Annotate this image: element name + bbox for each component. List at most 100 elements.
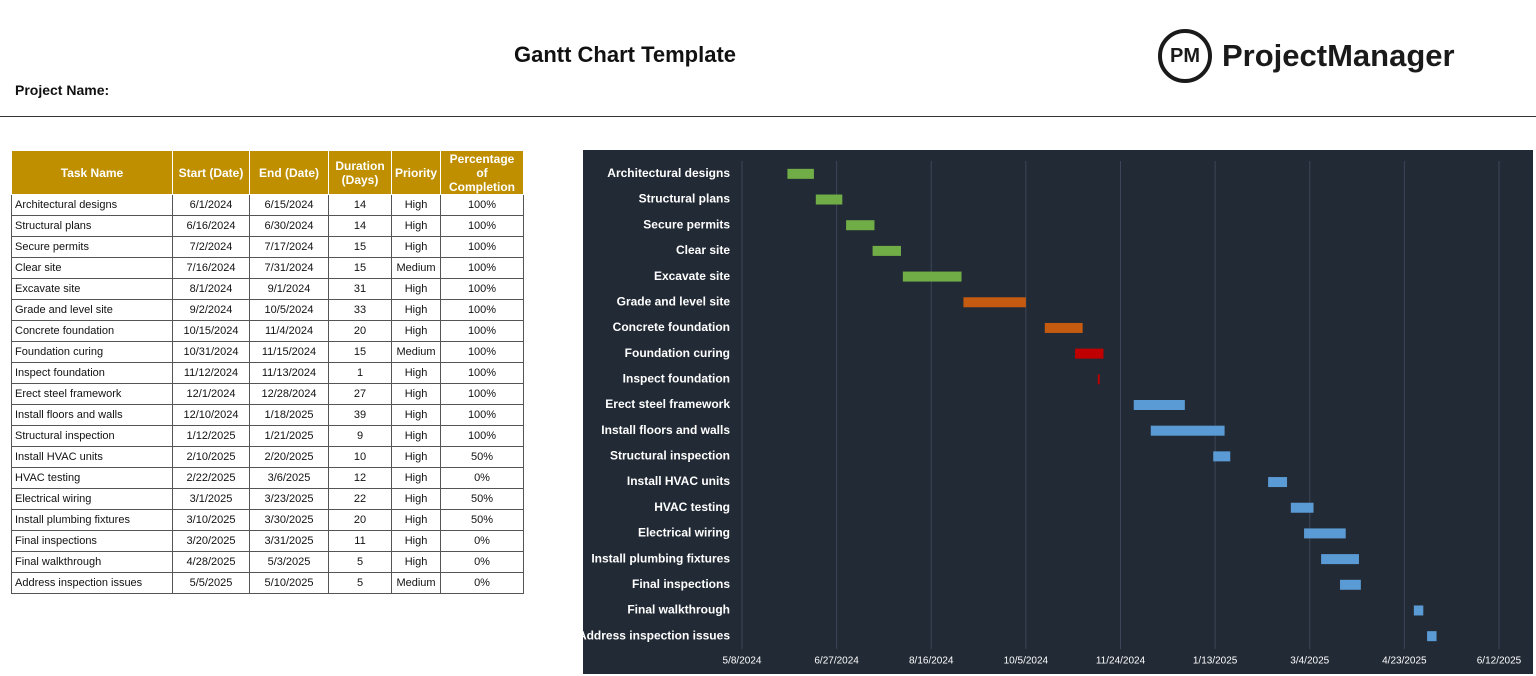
table-cell: High [390, 278, 442, 300]
table-cell: Excavate site [11, 278, 173, 300]
task-bar [902, 271, 962, 282]
column-header: Task Name [11, 150, 173, 195]
table-cell: 100% [440, 425, 525, 447]
x-tick-label: 4/23/2025 [1382, 656, 1427, 667]
table-cell: 100% [440, 299, 525, 321]
task-bar [1290, 502, 1314, 513]
table-cell: 7/31/2024 [249, 257, 329, 279]
task-bar [872, 245, 901, 256]
x-tick-label: 5/8/2024 [723, 656, 762, 667]
table-cell: 5/10/2025 [249, 572, 329, 594]
table-cell: 3/20/2025 [172, 530, 250, 552]
table-cell: 6/15/2024 [249, 194, 329, 216]
page-title: Gantt Chart Template [513, 42, 737, 67]
column-header: End (Date) [249, 150, 329, 195]
task-bar [1321, 554, 1359, 565]
y-tick-label: Install HVAC units [627, 474, 730, 488]
table-cell: Erect steel framework [11, 383, 173, 405]
table-cell: 15 [328, 236, 392, 258]
table-row: Clear site 7/16/2024 7/31/2024 15 Medium 100% [11, 257, 525, 279]
column-header: Priority [390, 150, 442, 195]
task-bar [1097, 374, 1100, 385]
y-tick-label: Clear site [676, 243, 730, 257]
table-cell: 100% [440, 257, 525, 279]
y-tick-label: Install floors and walls [601, 423, 730, 437]
table-cell: 0% [440, 530, 525, 552]
table-cell: 5/5/2025 [172, 572, 250, 594]
logo-text: ProjectManager [1222, 38, 1455, 73]
table-row: Erect steel framework 12/1/2024 12/28/2024… [11, 383, 525, 405]
table-cell: 1/18/2025 [249, 404, 329, 426]
task-bar [1304, 528, 1346, 539]
table-cell: 15 [328, 257, 392, 279]
table-cell: Electrical wiring [11, 488, 173, 510]
table-cell: 10/5/2024 [249, 299, 329, 321]
table-cell: 11/15/2024 [249, 341, 329, 363]
table-cell: 0% [440, 467, 525, 489]
x-tick-label: 11/24/2024 [1096, 656, 1146, 667]
table-cell: High [390, 530, 442, 552]
x-tick-label: 3/4/2025 [1290, 656, 1329, 667]
column-header: Duration (Days) [328, 150, 392, 195]
task-bar [1150, 425, 1225, 436]
table-cell: 7/2/2024 [172, 236, 250, 258]
y-tick-label: Architectural designs [607, 166, 730, 180]
table-cell: 3/10/2025 [172, 509, 250, 531]
y-tick-label: HVAC testing [654, 500, 730, 514]
task-bar [963, 297, 1026, 308]
table-cell: 0% [440, 572, 525, 594]
chart-background [583, 150, 1533, 674]
table-cell: Address inspection issues [11, 572, 173, 594]
table-cell: 5 [328, 572, 392, 594]
table-row: Address inspection issues 5/5/2025 5/10/20… [11, 572, 525, 594]
table-cell: 3/31/2025 [249, 530, 329, 552]
table-cell: 14 [328, 215, 392, 237]
y-tick-label: Electrical wiring [638, 526, 730, 540]
table-cell: 15 [328, 341, 392, 363]
y-tick-label: Structural plans [639, 192, 731, 206]
x-tick-label: 6/27/2024 [814, 656, 859, 667]
table-row: Final inspections 3/20/2025 3/31/2025 11 Hig… [11, 530, 525, 552]
y-tick-label: Inspect foundation [623, 371, 730, 385]
project-label: Project Name: [15, 82, 110, 98]
x-tick-label: 6/12/2025 [1477, 656, 1522, 667]
table-row: Structural inspection 1/12/2025 1/21/2025 9… [11, 425, 525, 447]
column-header: Start (Date) [172, 150, 250, 195]
table-row: Inspect foundation 11/12/2024 11/13/2024 1 H… [11, 362, 525, 384]
x-tick-label: 1/13/2025 [1193, 656, 1238, 667]
table-cell: 3/6/2025 [249, 467, 329, 489]
table-row: Secure permits 7/2/2024 7/17/2024 15 High 100… [11, 236, 525, 258]
table-cell: 6/1/2024 [172, 194, 250, 216]
task-bar [1213, 451, 1231, 462]
y-tick-label: Excavate site [654, 269, 730, 283]
y-tick-label: Address inspection issues [578, 628, 730, 642]
header-row: Task Name Start (Date) End (Date) Duration … [11, 150, 525, 195]
task-bar [1075, 348, 1104, 359]
table-cell: High [390, 446, 442, 468]
table-cell: Final walkthrough [11, 551, 173, 573]
table-cell: 100% [440, 215, 525, 237]
task-bar [815, 194, 843, 205]
column-header: Percentage of Completion [440, 150, 525, 195]
y-tick-label: Secure permits [643, 217, 730, 231]
y-tick-label: Final walkthrough [627, 603, 730, 617]
x-tick-label: 10/5/2024 [1004, 656, 1049, 667]
table-cell: 11/13/2024 [249, 362, 329, 384]
task-bar [1133, 400, 1185, 410]
table-cell: 50% [440, 509, 525, 531]
y-tick-label: Concrete foundation [613, 320, 730, 334]
y-tick-label: Structural inspection [610, 449, 730, 463]
table-row: Foundation curing 10/31/2024 11/15/2024 15 M… [11, 341, 525, 363]
table-cell: 5/3/2025 [249, 551, 329, 573]
table-row: Electrical wiring 3/1/2025 3/23/2025 22 High… [11, 488, 525, 510]
table-cell: Architectural designs [11, 194, 173, 216]
table-row: Structural plans 6/16/2024 6/30/2024 14 High… [11, 215, 525, 237]
y-tick-label: Foundation curing [625, 346, 730, 360]
table-cell: 3/23/2025 [249, 488, 329, 510]
divider [0, 116, 1536, 117]
x-tick-label: 8/16/2024 [909, 656, 954, 667]
task-bar [787, 168, 814, 179]
table-cell: Foundation curing [11, 341, 173, 363]
